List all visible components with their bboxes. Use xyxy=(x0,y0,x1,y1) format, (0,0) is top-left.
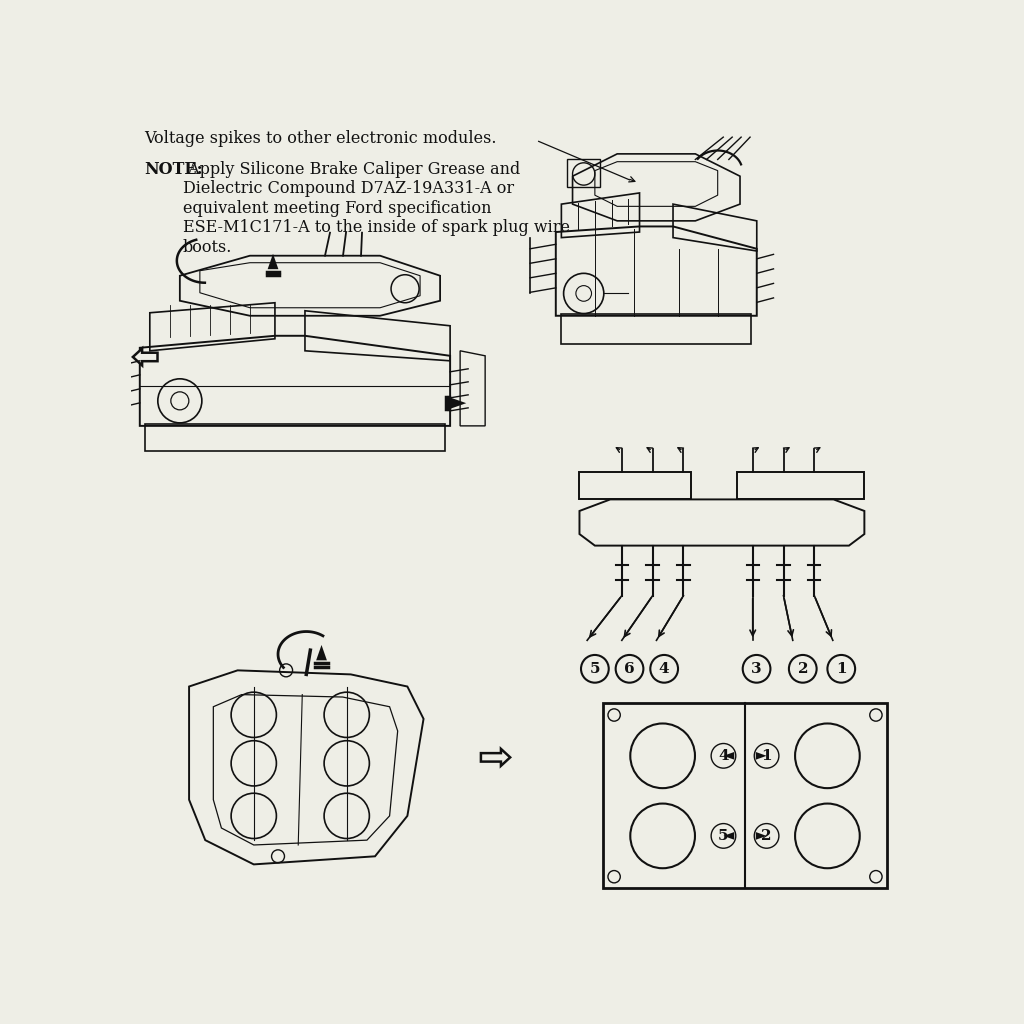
Text: 1: 1 xyxy=(761,749,772,763)
Text: Apply Silicone Brake Caliper Grease and
Dielectric Compound D7AZ-19A331-A or
equ: Apply Silicone Brake Caliper Grease and … xyxy=(183,161,570,256)
Circle shape xyxy=(615,655,643,683)
Polygon shape xyxy=(756,833,767,840)
Circle shape xyxy=(788,655,816,683)
Circle shape xyxy=(581,655,608,683)
Text: NOTE:: NOTE: xyxy=(144,161,203,177)
Text: 1: 1 xyxy=(836,662,847,676)
Polygon shape xyxy=(756,752,767,760)
Circle shape xyxy=(827,655,855,683)
Text: 6: 6 xyxy=(625,662,635,676)
Circle shape xyxy=(650,655,678,683)
Polygon shape xyxy=(267,254,279,269)
Polygon shape xyxy=(451,397,466,409)
Polygon shape xyxy=(133,348,158,366)
Text: 2: 2 xyxy=(798,662,808,676)
Text: 5: 5 xyxy=(718,828,729,843)
Polygon shape xyxy=(316,645,327,660)
Bar xyxy=(602,703,888,888)
Text: 4: 4 xyxy=(718,749,729,763)
Polygon shape xyxy=(481,749,510,766)
Polygon shape xyxy=(724,833,734,840)
Text: Voltage spikes to other electronic modules.: Voltage spikes to other electronic modul… xyxy=(144,130,497,146)
Text: 3: 3 xyxy=(752,662,762,676)
Text: 5: 5 xyxy=(590,662,600,676)
Text: 2: 2 xyxy=(761,828,772,843)
Text: 4: 4 xyxy=(658,662,670,676)
Polygon shape xyxy=(724,752,734,760)
Circle shape xyxy=(742,655,770,683)
